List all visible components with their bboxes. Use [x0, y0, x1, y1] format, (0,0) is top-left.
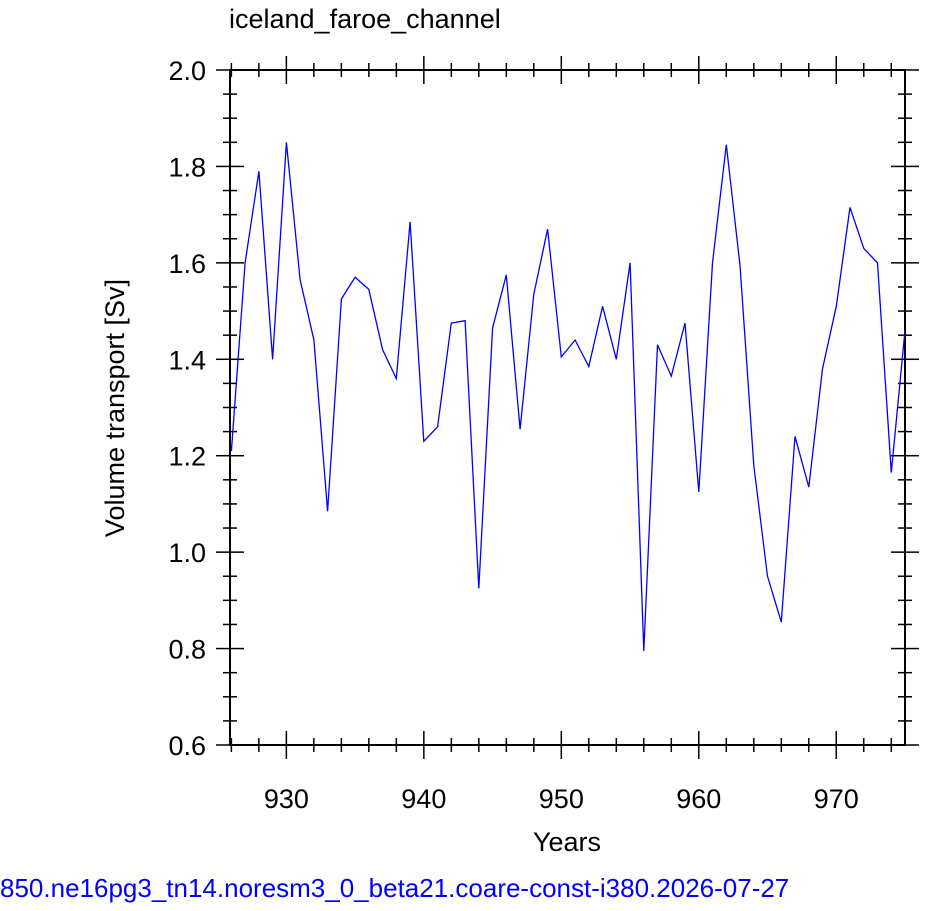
y-tick-label: 1.0: [168, 538, 206, 568]
x-tick-label: 960: [676, 784, 721, 814]
y-tick-label: 1.6: [168, 249, 206, 279]
line-chart: iceland_faroe_channel 930 940 950 960 970 0.6…: [100, 4, 919, 857]
run-caption: 850.ne16pg3_tn14.noresm3_0_beta21.coare-…: [0, 873, 790, 903]
y-tick-label: 1.8: [168, 152, 206, 182]
x-tick-label: 950: [539, 784, 584, 814]
y-tick-label: 1.4: [168, 345, 206, 375]
chart-title: iceland_faroe_channel: [229, 4, 501, 34]
plot-area: 930 940 950 960 970 0.6 0.8 1.0 1.2 1.4 1.6 1.8 2.0: [168, 56, 919, 814]
y-tick-label: 0.6: [168, 731, 206, 761]
y-tick-label: 1.2: [168, 442, 206, 472]
y-tick-label: 2.0: [168, 56, 206, 86]
x-tick-label: 970: [814, 784, 859, 814]
plot-frame: [229, 69, 906, 746]
x-axis-label: Years: [533, 827, 601, 857]
y-tick-label: 0.8: [168, 635, 206, 665]
series-line: [230, 142, 905, 652]
y-axis-label: Volume transport [Sv]: [100, 279, 130, 537]
x-tick-label: 930: [264, 784, 309, 814]
x-tick-label: 940: [401, 784, 446, 814]
